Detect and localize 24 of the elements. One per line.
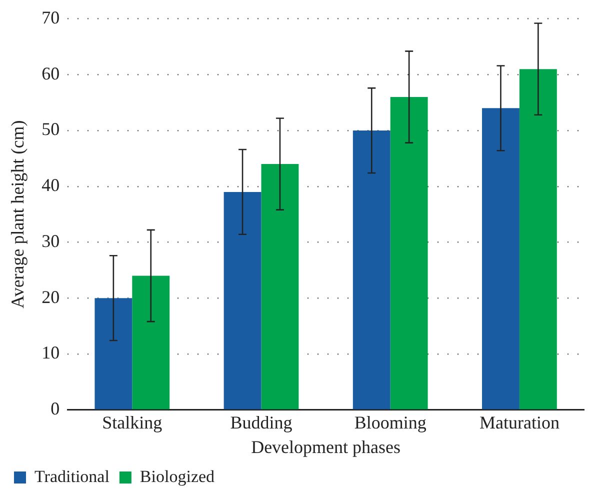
bar bbox=[482, 108, 520, 410]
bar bbox=[352, 130, 390, 410]
bar bbox=[261, 164, 299, 410]
x-tick-label: Maturation bbox=[479, 412, 560, 432]
y-tick-label: 30 bbox=[42, 230, 60, 251]
y-tick-label: 70 bbox=[42, 8, 60, 28]
x-tick-label: Blooming bbox=[354, 412, 426, 432]
x-tick-label: Stalking bbox=[102, 412, 162, 432]
y-axis-title: Average plant height (cm) bbox=[8, 120, 28, 308]
y-tick-label: 50 bbox=[42, 119, 60, 140]
y-tick-label: 60 bbox=[42, 63, 60, 84]
legend-label: Biologized bbox=[140, 466, 216, 486]
bar bbox=[94, 298, 132, 410]
y-tick-label: 40 bbox=[42, 175, 60, 196]
legend-label: Traditional bbox=[34, 466, 110, 486]
bar bbox=[132, 276, 170, 410]
y-tick-label: 10 bbox=[42, 342, 60, 363]
x-axis-title: Development phases bbox=[251, 436, 401, 457]
x-tick-label: Budding bbox=[230, 412, 292, 432]
bar bbox=[519, 69, 557, 410]
bar bbox=[390, 97, 428, 410]
y-tick-label: 20 bbox=[42, 286, 60, 307]
bar bbox=[224, 192, 262, 410]
y-tick-label: 0 bbox=[50, 398, 60, 419]
